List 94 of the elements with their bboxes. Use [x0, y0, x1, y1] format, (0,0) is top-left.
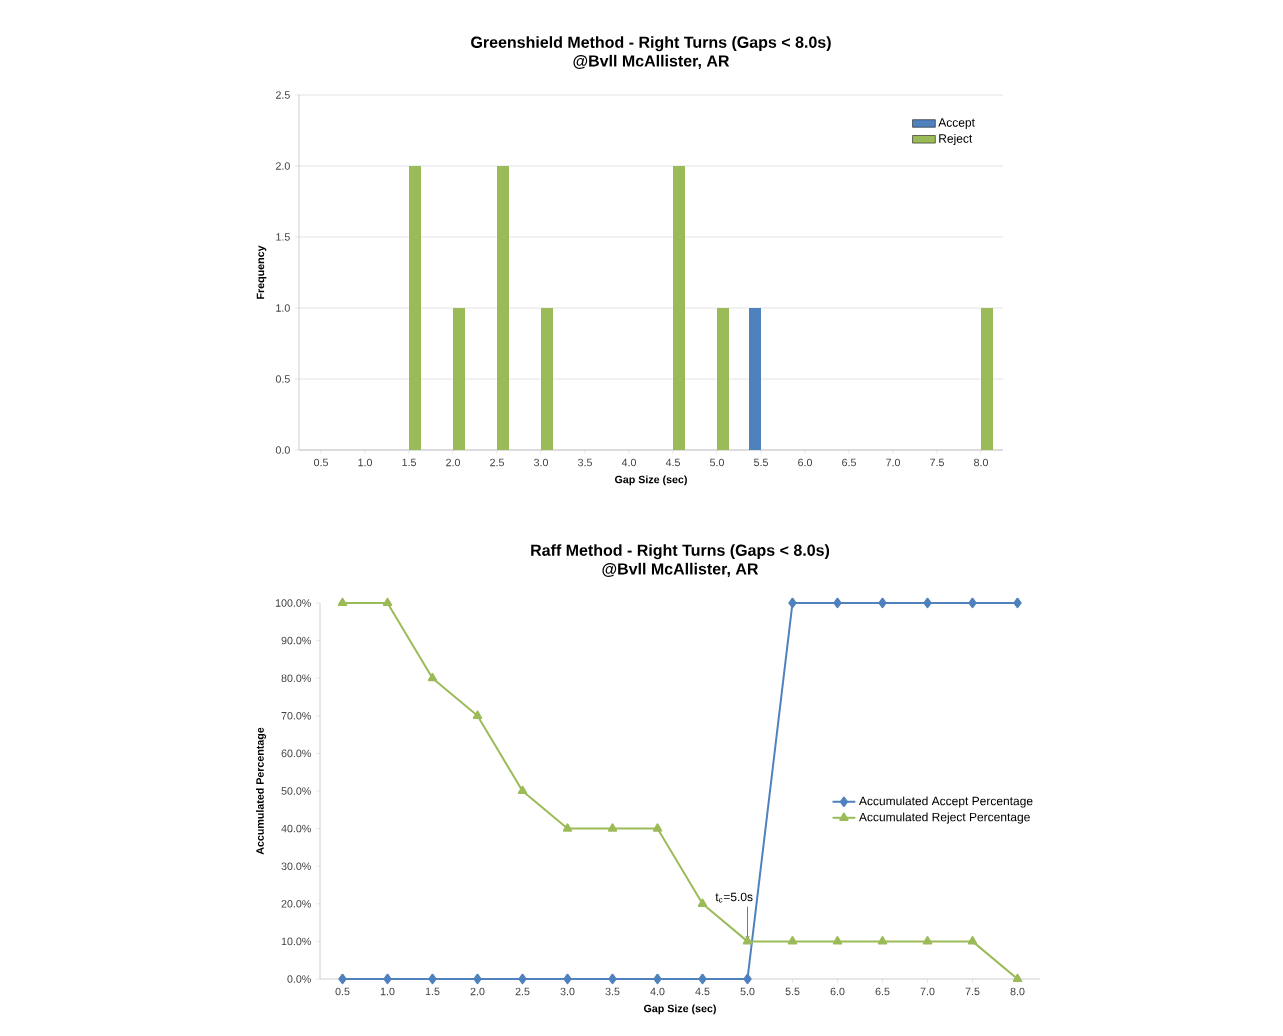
point	[967, 936, 978, 945]
point	[698, 973, 707, 985]
legend-label: Reject	[939, 133, 973, 146]
x-tick-label: 0.5	[335, 987, 350, 996]
x-tick-label: 6.5	[842, 458, 856, 467]
point	[833, 597, 842, 609]
point	[608, 973, 617, 985]
chart-subtitle: @Bvll McAllister, AR	[573, 54, 730, 69]
legend-label: Accumulated Reject Percentage	[858, 812, 1030, 824]
x-tick-label: 7.5	[930, 458, 944, 467]
x-tick-label: 2.0	[470, 987, 485, 996]
point	[788, 597, 797, 609]
point	[382, 597, 393, 607]
x-tick-label: 5.5	[754, 458, 768, 467]
x-tick-label: 2.0	[446, 458, 461, 467]
point	[383, 973, 392, 985]
x-tick-label: 4.5	[695, 987, 710, 996]
y-tick-label: 10.0%	[281, 937, 311, 946]
y-tick-label: 0.0%	[287, 975, 311, 983]
x-tick-label: 6.0	[798, 458, 812, 467]
x-tick-label: 6.5	[875, 987, 890, 996]
point	[743, 973, 752, 985]
point	[517, 785, 528, 795]
y-tick-label: 60.0%	[281, 749, 311, 758]
point	[922, 936, 933, 945]
y-tick-label: 1.0	[276, 304, 290, 312]
point	[473, 973, 482, 985]
point	[1012, 973, 1023, 983]
x-tick-label: 7.0	[920, 987, 935, 996]
x-tick-label: 7.5	[965, 987, 980, 996]
x-tick-label: 4.0	[650, 987, 665, 996]
y-tick-label: 2.0	[276, 162, 290, 170]
point	[428, 973, 437, 985]
point	[338, 973, 347, 985]
annotation: t$_{c}$=5.0s	[715, 892, 753, 903]
point	[563, 973, 572, 985]
x-tick-label: 1.0	[358, 458, 373, 467]
point	[337, 597, 348, 607]
x-tick-label: 4.5	[665, 458, 680, 467]
x-tick-label: 3.5	[605, 987, 620, 996]
y-tick-label: 80.0%	[281, 674, 311, 682]
x-tick-label: 8.0	[1010, 987, 1025, 996]
point	[968, 597, 977, 609]
x-tick-label: 6.0	[830, 987, 845, 996]
point	[832, 936, 843, 945]
x-tick-label: 5.5	[785, 987, 800, 996]
point	[607, 823, 618, 832]
y-tick-label: 70.0%	[281, 712, 311, 720]
point	[787, 936, 798, 945]
point	[878, 597, 887, 609]
y-tick-label: 40.0%	[281, 824, 311, 833]
point	[472, 710, 483, 719]
point	[518, 973, 527, 985]
point	[427, 672, 438, 682]
x-tick-label: 5.0	[710, 458, 724, 467]
legend-label: Accumulated Accept Percentage	[858, 796, 1033, 808]
y-tick-label: 1.5	[276, 233, 290, 241]
x-axis-title: Gap Size (sec)	[614, 475, 687, 486]
point	[877, 936, 888, 945]
y-tick-label: 90.0%	[281, 636, 311, 645]
x-tick-label: 1.5	[425, 987, 440, 996]
x-tick-label: 4.0	[621, 458, 637, 467]
y-tick-label: 30.0%	[281, 862, 311, 870]
y-axis-title: Frequency	[256, 245, 267, 299]
point	[652, 823, 663, 832]
x-axis-title: Gap Size (sec)	[643, 1004, 716, 1015]
x-tick-label: 3.0	[533, 458, 549, 467]
y-tick-label: 50.0%	[281, 787, 311, 795]
x-tick-label: 2.5	[490, 458, 504, 467]
x-tick-label: 3.5	[577, 458, 592, 467]
point	[697, 898, 708, 907]
y-tick-label: 100.0%	[275, 599, 311, 607]
y-tick-label: 20.0%	[281, 900, 311, 908]
x-tick-label: 0.5	[314, 458, 328, 467]
point	[923, 597, 932, 609]
x-tick-label: 1.0	[380, 987, 395, 996]
y-tick-label: 0.0	[275, 446, 290, 454]
chart-title: Greenshield Method - Right Turns (Gaps < 8.0s)	[471, 36, 831, 52]
y-tick-label: 2.5	[276, 91, 290, 99]
point	[742, 936, 753, 945]
y-axis-title: Accumulated Percentage	[255, 727, 266, 855]
x-tick-label: 5.0	[740, 987, 755, 996]
point	[653, 973, 662, 985]
x-tick-label: 2.5	[515, 987, 530, 996]
point	[1013, 597, 1022, 609]
x-tick-label: 7.0	[886, 458, 900, 467]
x-tick-label: 8.0	[974, 458, 988, 467]
legend-label: Accept	[938, 118, 975, 130]
x-tick-label: 1.5	[402, 458, 416, 467]
chart-subtitle: @Bvll McAllister, AR	[602, 562, 759, 577]
chart-title: Raff Method - Right Turns (Gaps < 8.0s)	[531, 544, 830, 560]
point	[562, 823, 573, 832]
y-tick-label: 0.5	[275, 375, 290, 383]
x-tick-label: 3.0	[560, 987, 575, 996]
